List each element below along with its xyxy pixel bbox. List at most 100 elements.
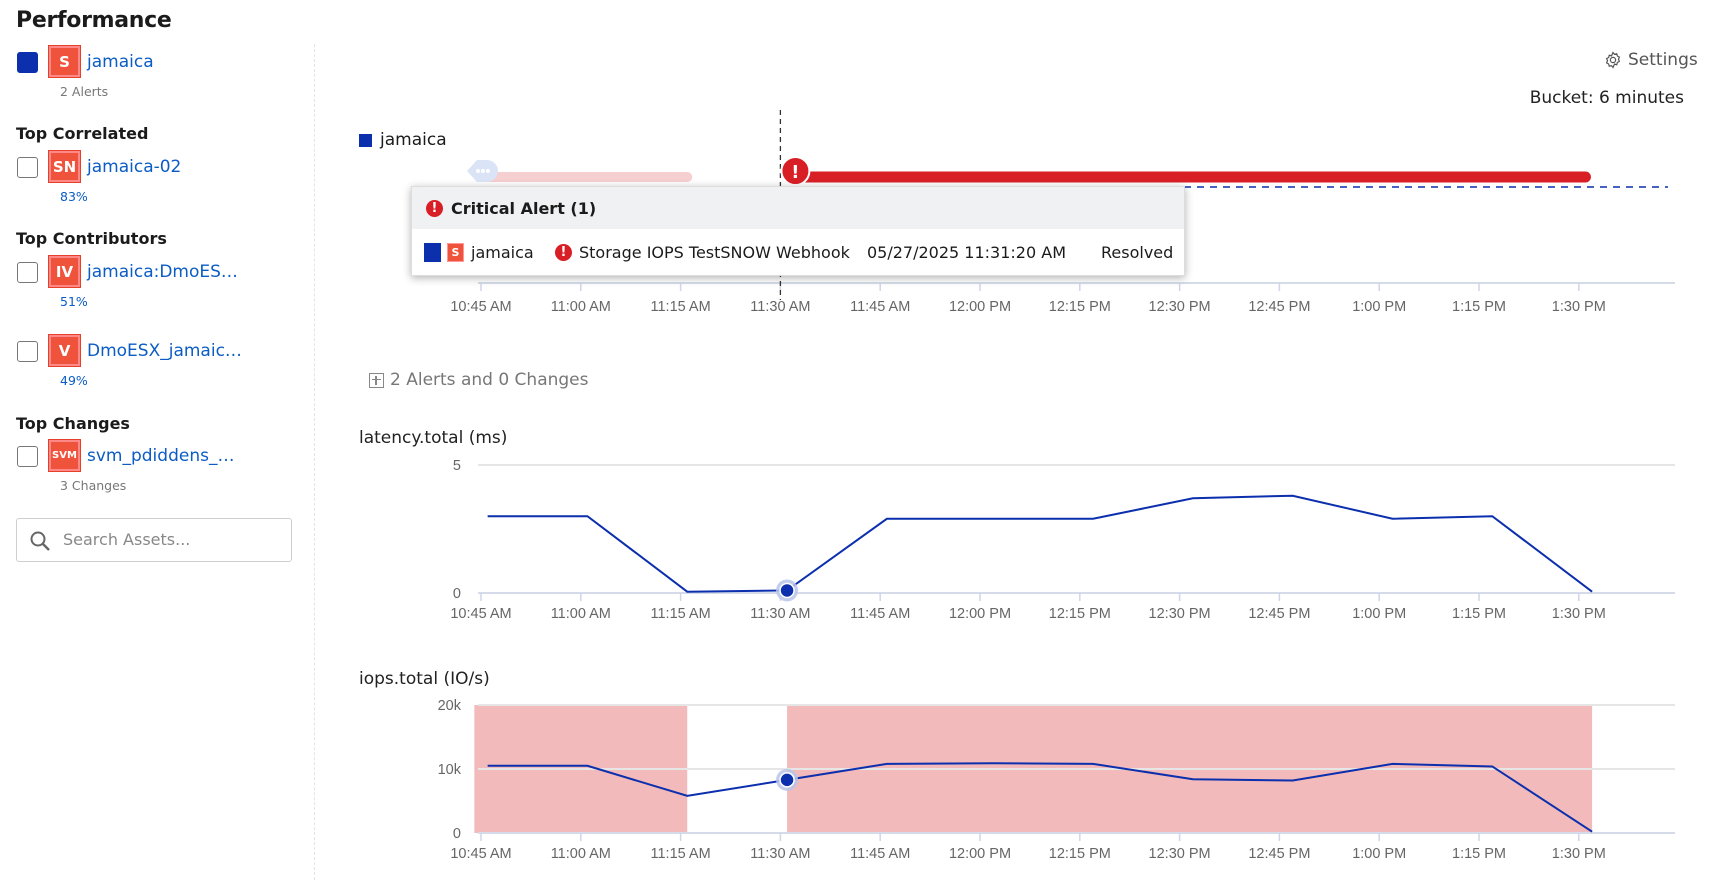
- asset-link-contributor-2[interactable]: DmoESX_jamaic…: [87, 341, 242, 361]
- x-tick-label: 11:30 AM: [750, 846, 810, 862]
- search-assets-input[interactable]: [61, 529, 285, 550]
- tooltip-alert-time: 05/27/2025 11:31:20 AM: [867, 242, 1066, 262]
- tooltip-header: ! Critical Alert (1): [412, 187, 1184, 229]
- timeline-legend[interactable]: jamaica: [359, 130, 447, 150]
- tooltip-asset: jamaica: [471, 242, 534, 262]
- gear-icon: [1605, 51, 1621, 69]
- y-tick-label: 0: [453, 586, 461, 602]
- checkbox-svm[interactable]: [17, 446, 38, 467]
- asset-link-svm[interactable]: svm_pdiddens_…: [87, 446, 235, 466]
- data-point: [486, 514, 490, 518]
- x-tick-label: 12:15 PM: [1049, 846, 1111, 862]
- critical-alert-marker: [780, 156, 811, 186]
- x-tick-label: 1:30 PM: [1552, 299, 1606, 315]
- sidebar-divider: [314, 44, 315, 880]
- x-tick-label: 12:15 PM: [1049, 606, 1111, 622]
- data-point: [1490, 764, 1494, 768]
- internal-volume-icon: IV: [48, 255, 81, 288]
- storage-icon: S: [48, 45, 81, 78]
- data-point: [1391, 517, 1395, 521]
- data-point: [1091, 762, 1095, 766]
- tooltip-alert-name: Storage IOPS TestSNOW Webhook: [579, 242, 850, 262]
- x-tick-label: 12:45 PM: [1248, 606, 1310, 622]
- data-point: [991, 517, 995, 521]
- data-point: [1191, 777, 1195, 781]
- x-tick-label: 11:00 AM: [551, 846, 611, 862]
- x-tick-label: 11:15 AM: [650, 846, 710, 862]
- section-top-correlated: Top Correlated: [16, 124, 149, 143]
- x-tick-label: 1:15 PM: [1452, 846, 1506, 862]
- x-tick-label: 12:30 PM: [1149, 606, 1211, 622]
- asset-link-jamaica-02[interactable]: jamaica-02: [87, 157, 182, 177]
- x-tick-label: 12:45 PM: [1248, 846, 1310, 862]
- hover-point: [779, 582, 795, 599]
- data-point: [1291, 779, 1295, 783]
- correlation-pct: 83%: [60, 189, 88, 204]
- settings-label: Settings: [1628, 50, 1698, 70]
- contribution-pct: 51%: [60, 294, 88, 309]
- tooltip-alert-row[interactable]: S jamaica ! Storage IOPS TestSNOW Webhoo…: [412, 229, 1184, 275]
- x-tick-label: 1:30 PM: [1552, 846, 1606, 862]
- alerts-count: 2 Alerts: [60, 84, 109, 99]
- checkbox-contributor-2[interactable]: [17, 341, 38, 362]
- y-tick-label: 20k: [438, 698, 462, 714]
- x-tick-label: 10:45 AM: [450, 846, 511, 862]
- contribution-pct: 49%: [60, 373, 88, 388]
- critical-alert-icon: !: [426, 199, 443, 217]
- search-icon: [30, 531, 50, 551]
- cluster-dot: [486, 169, 490, 173]
- asset-link-contributor-1[interactable]: jamaica:DmoES…: [87, 262, 238, 282]
- x-tick-label: 12:00 PM: [949, 846, 1011, 862]
- expand-icon: [369, 372, 384, 388]
- data-point: [585, 514, 589, 518]
- page-title: Performance: [16, 8, 172, 33]
- cluster-dot: [481, 169, 485, 173]
- asset-link-jamaica[interactable]: jamaica: [87, 52, 154, 72]
- x-tick-label: 11:30 AM: [750, 606, 810, 622]
- data-point: [1191, 496, 1195, 500]
- x-tick-label: 1:00 PM: [1352, 299, 1406, 315]
- y-tick-label: 5: [453, 458, 461, 474]
- tooltip-alert-status: Resolved: [1101, 242, 1174, 262]
- storage-node-icon: SN: [48, 150, 81, 183]
- series-swatch: [424, 242, 441, 262]
- checkbox-jamaica-02[interactable]: [17, 157, 38, 178]
- data-point: [585, 764, 589, 768]
- x-tick-label: 1:30 PM: [1552, 606, 1606, 622]
- checkbox-contributor-1[interactable]: [17, 262, 38, 283]
- data-point: [1391, 762, 1395, 766]
- x-tick-label: 11:30 AM: [750, 299, 810, 315]
- x-tick-label: 1:15 PM: [1452, 606, 1506, 622]
- x-tick-label: 11:00 AM: [551, 299, 611, 315]
- data-point: [1091, 517, 1095, 521]
- search-assets-field[interactable]: [16, 518, 292, 562]
- series-line: [487, 762, 1593, 833]
- x-tick-label: 10:45 AM: [450, 299, 511, 315]
- latency-chart-title: latency.total (ms): [359, 428, 508, 448]
- legend-swatch: [359, 133, 372, 147]
- series-checkbox-jamaica[interactable]: [17, 52, 38, 73]
- x-tick-label: 12:00 PM: [949, 299, 1011, 315]
- critical-alert-icon: !: [555, 243, 572, 261]
- x-tick-label: 1:15 PM: [1452, 299, 1506, 315]
- x-tick-label: 1:00 PM: [1352, 606, 1406, 622]
- x-tick-label: 12:30 PM: [1149, 846, 1211, 862]
- data-point: [685, 794, 689, 798]
- iops-chart-title: iops.total (IO/s): [359, 669, 490, 689]
- x-tick-label: 12:45 PM: [1248, 299, 1310, 315]
- alerts-changes-toggle[interactable]: 2 Alerts and 0 Changes: [369, 370, 589, 390]
- svm-icon: SVM: [48, 439, 81, 472]
- x-tick-label: 12:00 PM: [949, 606, 1011, 622]
- legend-label: jamaica: [380, 130, 447, 150]
- data-point: [1490, 514, 1494, 518]
- x-tick-label: 11:00 AM: [551, 606, 611, 622]
- section-top-contributors: Top Contributors: [16, 229, 167, 248]
- settings-button[interactable]: Settings: [1604, 50, 1698, 70]
- data-point: [991, 761, 995, 765]
- data-point: [685, 590, 689, 594]
- data-point: [885, 517, 889, 521]
- data-point: [1590, 590, 1594, 594]
- x-tick-label: 10:45 AM: [450, 606, 511, 622]
- x-tick-label: 11:45 AM: [850, 846, 910, 862]
